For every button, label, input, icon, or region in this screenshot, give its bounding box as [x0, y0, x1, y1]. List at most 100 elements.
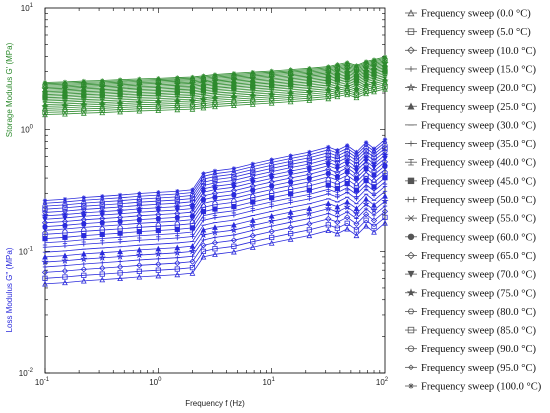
- loss-data-point: [174, 197, 180, 203]
- loss-data-point: [344, 198, 351, 205]
- loss-data-point: [117, 270, 123, 276]
- legend-label: Frequency sweep (40.0 °C): [421, 158, 537, 169]
- storage-data-point: [61, 106, 69, 113]
- loss-data-point: [287, 174, 294, 182]
- loss-data-point: [353, 227, 360, 233]
- loss-data-point: [212, 206, 218, 212]
- legend-label: Frequency sweep (25.0 °C): [421, 102, 537, 113]
- loss-data-point: [249, 175, 257, 183]
- loss-data-point: [325, 150, 331, 156]
- loss-data-point: [174, 259, 181, 267]
- loss-data-point: [117, 214, 124, 221]
- loss-data-point: [62, 199, 68, 205]
- loss-data-point: [42, 253, 48, 260]
- loss-series-line: [44, 217, 386, 279]
- loss-data-point: [249, 221, 257, 229]
- loss-data-point: [99, 223, 105, 229]
- legend-item: Frequency sweep (75.0 °C): [405, 288, 537, 299]
- loss-data-point: [137, 257, 142, 263]
- loss-data-point: [333, 208, 341, 215]
- loss-data-point: [325, 182, 331, 188]
- loss-series-line: [44, 222, 386, 285]
- loss-data-point: [326, 144, 331, 150]
- loss-data-point: [288, 161, 294, 168]
- loss-data-point: [212, 235, 218, 240]
- loss-data-point: [305, 163, 313, 171]
- loss-data-point: [42, 245, 48, 250]
- loss-data-point: [155, 215, 161, 222]
- storage-data-point: [200, 94, 207, 101]
- loss-data-point: [231, 221, 237, 228]
- loss-data-point: [211, 228, 219, 236]
- loss-data-point: [335, 194, 340, 200]
- loss-data-point: [371, 180, 377, 185]
- loss-data-point: [287, 213, 295, 221]
- loss-data-point: [42, 264, 48, 270]
- loss-data-point: [100, 260, 105, 265]
- loss-data-point: [334, 169, 341, 176]
- storage-data-point: [189, 101, 196, 108]
- loss-data-point: [136, 212, 143, 219]
- loss-data-point: [362, 161, 370, 168]
- loss-data-point: [250, 166, 256, 173]
- loss-data-point: [353, 232, 360, 239]
- legend-marker: [407, 28, 415, 35]
- loss-data-point: [343, 157, 351, 164]
- storage-data-point: [307, 66, 312, 71]
- loss-data-point: [42, 232, 48, 237]
- loss-data-point: [136, 246, 143, 253]
- loss-data-point: [345, 190, 350, 195]
- loss-data-point: [212, 171, 218, 177]
- loss-data-point: [371, 146, 377, 151]
- loss-data-point: [268, 217, 276, 225]
- loss-data-point: [250, 195, 256, 200]
- legend-item: Frequency sweep (0.0 °C): [405, 9, 531, 20]
- storage-data-point: [117, 98, 123, 105]
- storage-data-point: [99, 99, 106, 106]
- loss-data-point: [42, 200, 48, 206]
- storage-data-point: [155, 103, 162, 110]
- loss-series-line: [44, 200, 386, 263]
- loss-data-point: [371, 184, 377, 190]
- loss-data-point: [81, 261, 87, 267]
- loss-data-point: [353, 171, 360, 178]
- legend-label: Frequency sweep (35.0 °C): [421, 139, 537, 150]
- loss-data-point: [212, 251, 218, 257]
- storage-modulus-series: [41, 54, 389, 118]
- loss-data-point: [288, 191, 294, 197]
- loss-data-point: [231, 174, 237, 180]
- storage-data-point: [370, 84, 378, 91]
- loss-data-point: [325, 170, 331, 176]
- loss-data-point: [250, 191, 256, 197]
- loss-data-point: [81, 195, 87, 200]
- legend-item: Frequency sweep (40.0 °C): [405, 158, 537, 169]
- loss-data-point: [42, 280, 48, 287]
- legend-marker: [407, 177, 415, 185]
- legend-item: Frequency sweep (20.0 °C): [405, 83, 537, 94]
- loss-data-point: [116, 206, 124, 214]
- loss-data-point: [325, 147, 331, 153]
- loss-data-point: [155, 272, 162, 279]
- legend-label: Frequency sweep (90.0 °C): [421, 344, 537, 355]
- legend-marker: [407, 233, 415, 240]
- storage-data-point: [174, 96, 181, 103]
- loss-data-point: [382, 149, 388, 154]
- loss-data-point: [212, 173, 218, 180]
- loss-data-point: [353, 187, 360, 193]
- loss-data-point: [288, 179, 294, 185]
- loss-data-point: [41, 258, 49, 266]
- storage-data-point: [189, 96, 196, 102]
- loss-data-point: [334, 230, 341, 237]
- loss-data-point: [188, 247, 197, 255]
- loss-data-point: [189, 213, 196, 219]
- loss-data-point: [231, 192, 237, 198]
- storage-data-point: [326, 64, 331, 69]
- legend-item: Frequency sweep (80.0 °C): [405, 307, 537, 318]
- loss-data-point: [212, 168, 218, 174]
- loss-data-point: [231, 171, 237, 177]
- loss-data-point: [189, 195, 196, 202]
- loss-data-point: [306, 175, 312, 181]
- loss-data-point: [249, 232, 256, 239]
- loss-data-point: [190, 187, 195, 192]
- loss-data-point: [212, 177, 218, 183]
